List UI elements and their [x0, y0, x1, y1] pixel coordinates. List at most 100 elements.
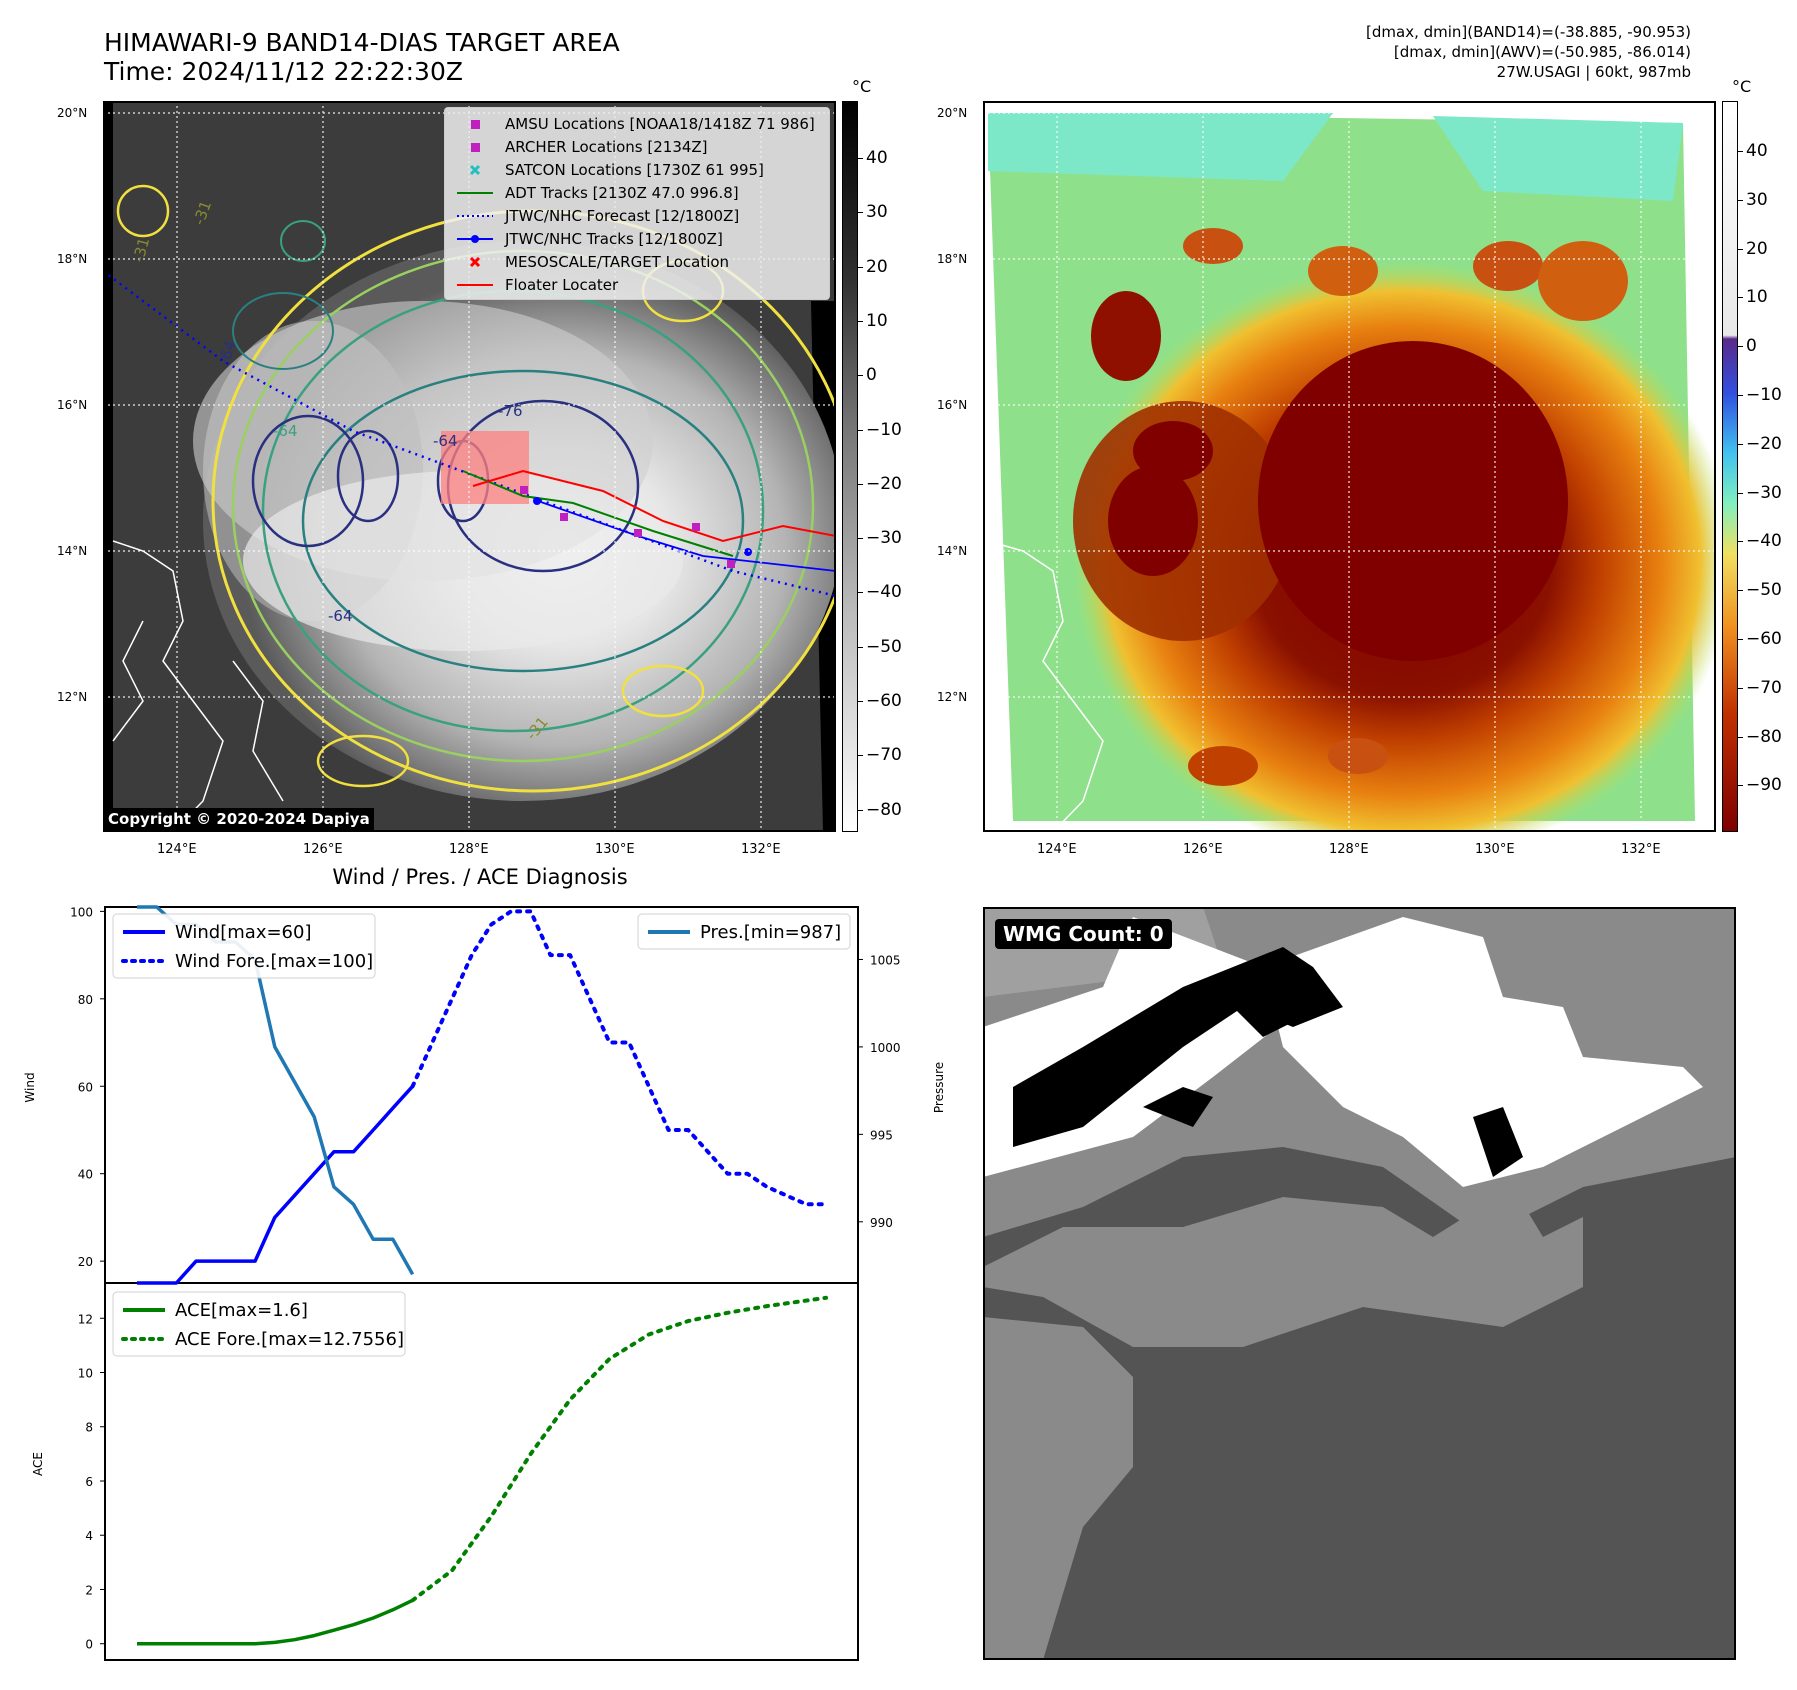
legend-label: JTWC/NHC Tracks [12/1800Z] — [505, 230, 723, 248]
colorbar-tick-mark — [858, 212, 863, 214]
colorbar-tick-label: 40 — [1746, 141, 1768, 161]
series-ace-fore — [410, 1295, 828, 1603]
legend-item: JTWC/NHC Tracks [12/1800Z] — [453, 229, 823, 249]
ace-tick-label: 10 — [78, 1367, 93, 1381]
color-colorbar — [1722, 101, 1738, 832]
contour-label: -64 — [433, 432, 458, 450]
colorbar-tick-mark — [1738, 395, 1743, 396]
square-marker-icon — [471, 120, 480, 129]
ace-axis-label: ACE — [31, 1452, 45, 1476]
lon-label: 128°E — [1329, 842, 1369, 857]
pressure-tick-label: 1005 — [870, 953, 901, 967]
line-dot-icon — [457, 235, 493, 243]
colorbar-tick-label: 20 — [1746, 238, 1768, 259]
legend-item: MESOSCALE/TARGET Location — [453, 252, 823, 272]
archer-marker — [727, 560, 735, 568]
legend-item: JTWC/NHC Forecast [12/1800Z] — [453, 206, 823, 226]
adt-track — [462, 470, 734, 557]
colorbar-tick-label: −20 — [866, 473, 902, 494]
lon-label: 130°E — [595, 842, 635, 857]
colorbar-tick-label: 0 — [866, 365, 877, 386]
info-storm: 27W.USAGI | 60kt, 987mb — [1496, 63, 1691, 81]
lat-label: 18°N — [57, 252, 88, 266]
awv-color-map — [983, 101, 1716, 832]
legend-item: ADT Tracks [2130Z 47.0 996.8] — [453, 183, 823, 203]
pressure-axis-label: Pressure — [932, 1062, 946, 1113]
lon-label: 126°E — [1183, 842, 1223, 857]
colorbar-tick-mark — [858, 755, 863, 757]
wind-legend: Wind[max=60] Wind Fore.[max=100] — [112, 913, 376, 979]
lon-label: 130°E — [1475, 842, 1515, 857]
wmg-frame — [983, 907, 1736, 1660]
info-awv-range: [dmax, dmin](AWV)=(-50.985, -86.014) — [1393, 43, 1691, 61]
colorbar-tick-label: 20 — [866, 256, 888, 277]
legend-label: Wind Fore.[max=100] — [175, 951, 373, 972]
gray-colorbar-unit: °C — [852, 77, 872, 96]
pressure-tick-label: 1000 — [870, 1041, 901, 1055]
colorbar-tick-label: −80 — [1746, 726, 1782, 747]
legend-label: ACE Fore.[max=12.7556] — [175, 1329, 404, 1350]
legend-label: SATCON Locations [1730Z 61 995] — [505, 161, 764, 179]
colorbar-tick-mark — [858, 646, 863, 648]
colorbar-tick-label: −90 — [1746, 775, 1782, 796]
color-colorbar-unit: °C — [1732, 77, 1752, 96]
pressure-legend: Pres.[min=987] — [637, 913, 851, 950]
colorbar-tick-mark — [858, 809, 863, 811]
square-marker-icon — [471, 143, 480, 152]
lat-label: 14°N — [57, 544, 88, 558]
colorbar-tick-label: −50 — [1746, 580, 1782, 601]
colorbar-tick-label: −80 — [866, 799, 902, 820]
colorbar-tick-label: −10 — [866, 419, 902, 440]
colorbar-tick-mark — [858, 158, 863, 159]
contour-label: -64 — [273, 422, 298, 440]
copyright-label: Copyright © 2020-2024 Dapiya — [104, 808, 374, 830]
lat-label: 12°N — [937, 690, 968, 704]
legend-item: Floater Locater — [453, 275, 823, 295]
ace-tick-label: 6 — [85, 1475, 93, 1489]
colorbar-tick-mark — [1738, 199, 1743, 201]
colorbar-tick-mark — [1738, 639, 1743, 640]
colorbar-tick-mark — [1738, 151, 1743, 152]
colorbar-tick-mark — [858, 320, 863, 322]
colorbar-tick-label: 10 — [1746, 287, 1768, 308]
series-wind-fore — [410, 909, 828, 1207]
colorbar-tick-mark — [858, 592, 863, 594]
wind-tick-label: 20 — [78, 1255, 93, 1269]
ace-tick-label: 8 — [85, 1421, 93, 1435]
solid-line-icon — [457, 284, 493, 286]
ace-panel — [104, 1282, 859, 1661]
lat-label: 18°N — [937, 252, 968, 266]
colorbar-tick-mark — [858, 483, 863, 485]
amsu-marker — [560, 513, 568, 521]
jtwc-track-point — [744, 548, 752, 556]
archer-marker — [692, 523, 700, 531]
legend-label: ACE[max=1.6] — [175, 1300, 308, 1321]
ace-legend: ACE[max=1.6] ACE Fore.[max=12.7556] — [112, 1291, 406, 1357]
colorbar-tick-label: −60 — [1746, 629, 1782, 649]
colorbar-tick-label: 30 — [1746, 189, 1768, 210]
colorbar-tick-label: 30 — [866, 202, 888, 223]
colorbar-tick-mark — [1738, 492, 1743, 494]
colorbar-tick-label: 10 — [866, 310, 888, 331]
legend-label: Wind[max=60] — [175, 922, 312, 943]
contour-label: -64 — [328, 607, 353, 625]
colorbar-tick-label: −10 — [1746, 385, 1782, 405]
colorbar-tick-label: 0 — [1746, 336, 1757, 357]
colorbar-tick-label: −40 — [866, 582, 902, 603]
jtwc-track — [537, 500, 836, 572]
lat-label: 14°N — [937, 544, 968, 558]
lat-label: 16°N — [937, 398, 968, 412]
legend-label: JTWC/NHC Forecast [12/1800Z] — [505, 207, 740, 225]
colorbar-tick-label: −20 — [1746, 433, 1782, 454]
ace-tick-label: 4 — [85, 1529, 93, 1543]
legend-label: ARCHER Locations [2134Z] — [505, 138, 708, 156]
legend-item: ARCHER Locations [2134Z] — [453, 137, 823, 157]
colorbar-tick-mark — [1738, 590, 1743, 592]
colorbar-tick-label: −60 — [866, 691, 902, 711]
lon-label: 132°E — [1621, 842, 1661, 857]
wind-tick-label: 60 — [78, 1080, 93, 1094]
lat-label: 20°N — [57, 106, 88, 120]
legend-item: SATCON Locations [1730Z 61 995] — [453, 160, 823, 180]
